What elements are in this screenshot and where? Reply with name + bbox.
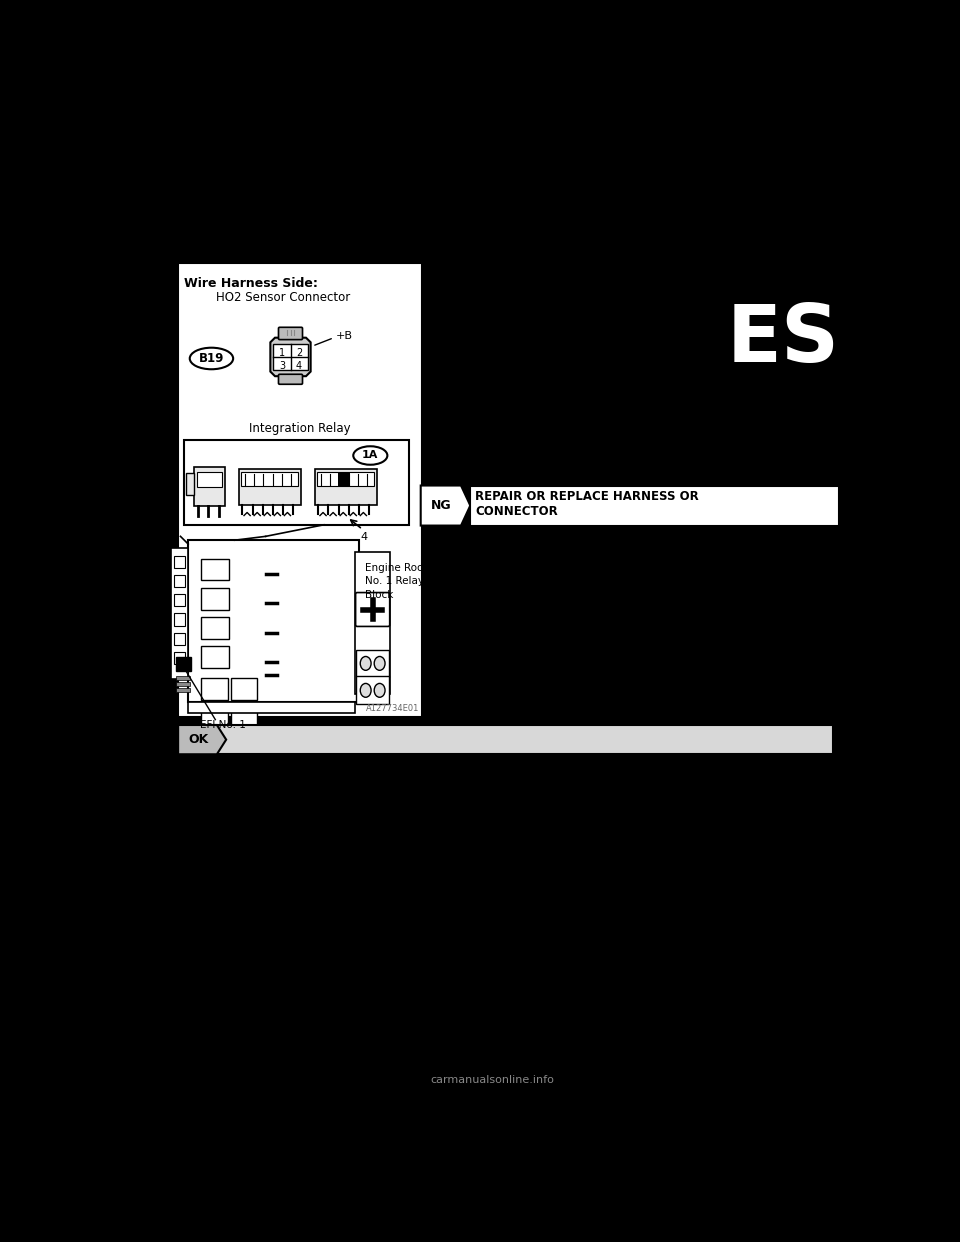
Ellipse shape (360, 657, 372, 671)
FancyBboxPatch shape (278, 328, 302, 339)
Text: Wire Harness Side:: Wire Harness Side: (184, 277, 318, 289)
FancyBboxPatch shape (338, 473, 350, 486)
FancyBboxPatch shape (176, 657, 191, 671)
Text: REPAIR OR REPLACE HARNESS OR: REPAIR OR REPLACE HARNESS OR (475, 489, 699, 503)
FancyBboxPatch shape (188, 702, 355, 713)
FancyBboxPatch shape (171, 548, 188, 679)
Ellipse shape (353, 446, 388, 465)
Text: +B: +B (335, 332, 352, 342)
FancyBboxPatch shape (202, 617, 229, 638)
FancyBboxPatch shape (202, 646, 229, 668)
FancyBboxPatch shape (278, 374, 302, 384)
Polygon shape (420, 486, 470, 525)
FancyBboxPatch shape (175, 575, 185, 587)
FancyBboxPatch shape (175, 594, 185, 606)
FancyBboxPatch shape (239, 469, 300, 504)
FancyBboxPatch shape (315, 469, 376, 504)
FancyBboxPatch shape (241, 472, 299, 487)
FancyBboxPatch shape (355, 592, 390, 626)
Text: Engine Room
No. 1 Relay
Block: Engine Room No. 1 Relay Block (365, 564, 433, 600)
FancyBboxPatch shape (202, 587, 229, 610)
Text: NG: NG (431, 499, 452, 512)
Ellipse shape (360, 683, 372, 697)
FancyBboxPatch shape (175, 614, 185, 626)
Text: HO2 Sensor Connector: HO2 Sensor Connector (216, 292, 349, 304)
FancyBboxPatch shape (194, 467, 225, 505)
FancyBboxPatch shape (356, 677, 389, 704)
FancyBboxPatch shape (274, 344, 307, 370)
Text: A127734E01: A127734E01 (366, 704, 420, 713)
FancyBboxPatch shape (175, 555, 185, 568)
FancyBboxPatch shape (230, 703, 257, 725)
FancyBboxPatch shape (176, 676, 190, 679)
FancyBboxPatch shape (317, 472, 374, 487)
Text: ES: ES (726, 301, 839, 379)
Text: EFI No. 1: EFI No. 1 (200, 720, 246, 730)
FancyBboxPatch shape (197, 472, 222, 487)
Text: 1A: 1A (362, 451, 378, 461)
Ellipse shape (190, 348, 233, 369)
FancyBboxPatch shape (230, 678, 257, 699)
Text: 4: 4 (296, 361, 302, 371)
Text: 2: 2 (296, 348, 302, 358)
Polygon shape (271, 338, 311, 376)
FancyBboxPatch shape (186, 473, 194, 494)
FancyBboxPatch shape (176, 688, 190, 692)
FancyBboxPatch shape (202, 678, 228, 699)
Text: 4: 4 (361, 533, 368, 543)
Text: Integration Relay: Integration Relay (249, 422, 350, 436)
FancyBboxPatch shape (175, 652, 185, 664)
Text: 3: 3 (279, 361, 285, 371)
Ellipse shape (374, 683, 385, 697)
Text: 1: 1 (279, 348, 285, 358)
Ellipse shape (374, 657, 385, 671)
Text: CONNECTOR: CONNECTOR (475, 505, 558, 518)
FancyBboxPatch shape (202, 559, 229, 580)
FancyBboxPatch shape (188, 540, 359, 702)
FancyBboxPatch shape (176, 682, 190, 686)
FancyBboxPatch shape (179, 263, 422, 718)
Text: B19: B19 (199, 351, 224, 365)
FancyBboxPatch shape (175, 632, 185, 645)
FancyBboxPatch shape (184, 440, 409, 525)
FancyBboxPatch shape (179, 725, 833, 754)
FancyBboxPatch shape (469, 486, 839, 525)
FancyBboxPatch shape (202, 703, 228, 725)
Polygon shape (179, 725, 227, 754)
Text: carmanualsonline.info: carmanualsonline.info (430, 1074, 554, 1084)
FancyBboxPatch shape (356, 650, 389, 677)
Text: OK: OK (188, 733, 208, 746)
FancyBboxPatch shape (355, 551, 390, 694)
